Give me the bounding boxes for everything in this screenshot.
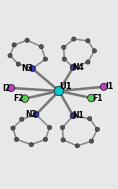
Circle shape <box>8 84 15 91</box>
Circle shape <box>75 144 79 148</box>
Text: I1: I1 <box>105 82 113 91</box>
Circle shape <box>60 125 65 130</box>
Text: U1: U1 <box>59 82 72 91</box>
Text: I2: I2 <box>2 84 10 92</box>
Circle shape <box>43 137 48 141</box>
Circle shape <box>11 126 15 130</box>
Circle shape <box>20 117 24 121</box>
Circle shape <box>54 86 64 96</box>
Text: N3: N3 <box>21 64 33 73</box>
Circle shape <box>88 94 95 102</box>
Circle shape <box>70 64 76 70</box>
Circle shape <box>92 49 97 53</box>
Circle shape <box>88 117 92 121</box>
Circle shape <box>25 38 29 42</box>
Circle shape <box>39 45 43 49</box>
Circle shape <box>30 66 35 71</box>
Circle shape <box>100 83 107 90</box>
Circle shape <box>86 60 90 64</box>
Text: N2: N2 <box>25 110 37 119</box>
Circle shape <box>16 62 20 66</box>
Circle shape <box>86 39 90 43</box>
Text: F2: F2 <box>13 94 23 103</box>
Circle shape <box>72 37 76 41</box>
Circle shape <box>33 112 39 118</box>
Circle shape <box>43 57 48 61</box>
Circle shape <box>61 138 65 142</box>
Circle shape <box>29 143 33 147</box>
Circle shape <box>89 139 94 143</box>
Circle shape <box>47 125 52 130</box>
Circle shape <box>70 113 76 119</box>
Circle shape <box>14 137 19 141</box>
Text: N4: N4 <box>73 63 84 72</box>
Circle shape <box>62 57 66 61</box>
Text: N1: N1 <box>73 111 84 120</box>
Text: F1: F1 <box>93 94 103 103</box>
Circle shape <box>62 45 66 50</box>
Circle shape <box>95 127 99 131</box>
Circle shape <box>8 53 12 58</box>
Circle shape <box>12 43 16 47</box>
Circle shape <box>21 95 29 102</box>
